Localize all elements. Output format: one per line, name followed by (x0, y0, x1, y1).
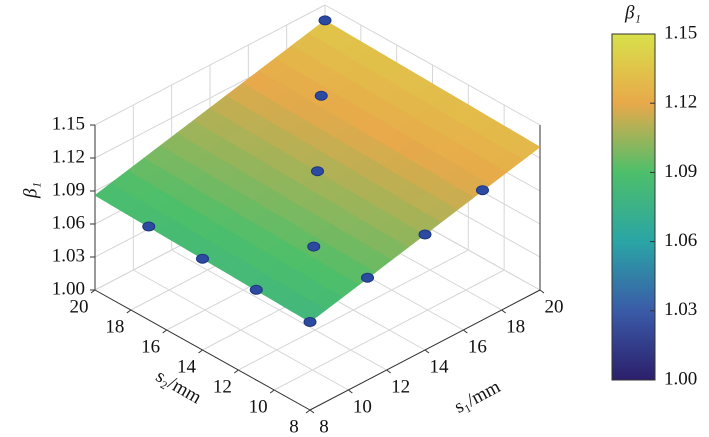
x-tick-label: 14 (430, 356, 450, 377)
z-tick-label: 1.03 (52, 245, 85, 266)
z-tick-label: 1.15 (52, 113, 85, 134)
data-point (249, 284, 263, 295)
colorbar-tick-label: 1.15 (664, 22, 697, 43)
x-tick-label: 8 (319, 416, 329, 437)
tick-mark (162, 329, 167, 334)
data-point (142, 221, 156, 232)
data-point (311, 166, 324, 177)
data-point (303, 317, 317, 327)
colorbar (611, 33, 656, 381)
data-point (418, 229, 432, 240)
wall-grid-line (94, 4, 326, 126)
wall-grid-line (324, 4, 541, 126)
tick-mark (501, 309, 506, 314)
y-tick-label: 20 (70, 296, 89, 317)
colorbar-tick-label: 1.00 (664, 368, 697, 389)
colorbar-tick-label: 1.09 (664, 161, 697, 182)
y-tick-label: 14 (177, 356, 197, 377)
data-point (476, 185, 489, 196)
z-tick-label: 1.12 (52, 146, 85, 167)
x-tick-label: 16 (468, 336, 487, 357)
y-tick-label: 18 (105, 316, 124, 337)
x-tick-label: 12 (391, 376, 410, 397)
colorbar-tick-label: 1.06 (664, 230, 697, 251)
data-point (307, 241, 321, 252)
x-axis-label: s₁/mm (451, 376, 504, 418)
x-tick-label: 18 (506, 316, 525, 337)
tick-mark (386, 369, 391, 374)
data-point (314, 90, 328, 101)
y-tick-label: 12 (213, 376, 232, 397)
z-axis-label: β₁ (20, 182, 41, 199)
data-point (196, 253, 209, 264)
y-tick-label: 8 (289, 416, 299, 437)
data-point (361, 272, 374, 283)
floor-grid-line (238, 249, 469, 371)
x-tick-label: 20 (545, 296, 564, 317)
z-tick-label: 1.09 (52, 179, 85, 200)
tick-mark (126, 309, 132, 314)
tick-mark (234, 369, 239, 374)
tick-mark (463, 329, 468, 334)
tick-mark (305, 409, 311, 414)
tick-mark (348, 389, 353, 394)
tick-mark (269, 389, 275, 394)
colorbar-tick-label: 1.12 (664, 92, 697, 113)
tick-mark (198, 349, 203, 354)
x-tick-label: 10 (353, 396, 372, 417)
data-point (318, 15, 332, 26)
tick-mark (309, 409, 315, 414)
floor-grid-line (273, 269, 505, 391)
y-tick-label: 16 (141, 336, 160, 357)
z-tick-label: 1.06 (52, 212, 85, 233)
colorbar-tick-label: 1.03 (664, 299, 697, 320)
y-tick-label: 10 (249, 396, 268, 417)
tick-mark (424, 349, 430, 354)
colorbar-title: β₁ (624, 2, 641, 23)
tick-mark (539, 289, 545, 294)
z-tick-label: 1.00 (52, 278, 85, 299)
